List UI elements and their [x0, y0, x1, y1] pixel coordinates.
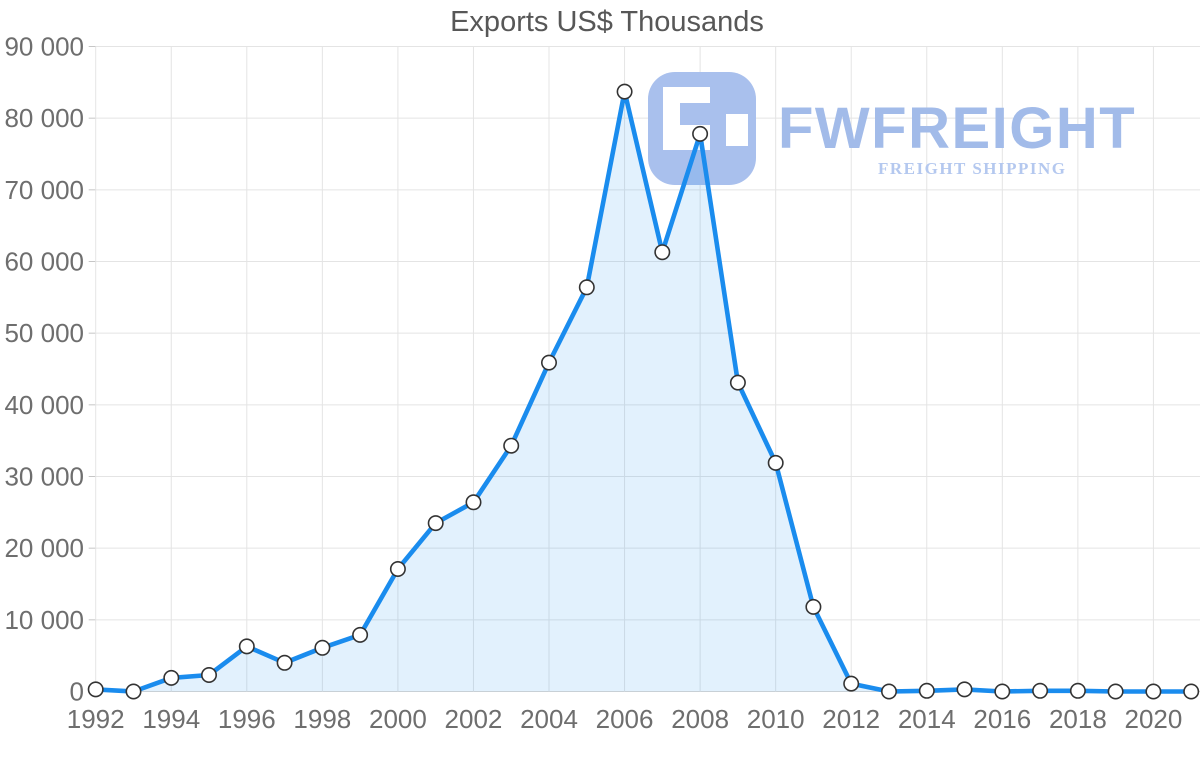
watermark-tagline-text: FREIGHT SHIPPING — [878, 159, 1067, 178]
data-point-2012[interactable] — [843, 675, 860, 692]
x-axis-label: 2006 — [596, 704, 654, 734]
x-axis-label: 2002 — [445, 704, 503, 734]
y-axis-label: 80 000 — [4, 103, 84, 133]
x-axis-label: 2010 — [747, 704, 805, 734]
data-point-1999[interactable] — [352, 626, 369, 643]
data-point-1992[interactable] — [87, 681, 104, 698]
data-point-2019[interactable] — [1107, 683, 1124, 700]
data-point-1996[interactable] — [238, 638, 255, 655]
data-point-2000[interactable] — [389, 560, 406, 577]
data-point-1995[interactable] — [201, 666, 218, 683]
x-axis-label: 1998 — [293, 704, 351, 734]
data-point-2014[interactable] — [918, 682, 935, 699]
x-axis-label: 2018 — [1049, 704, 1107, 734]
y-axis-label: 40 000 — [4, 390, 84, 420]
x-axis-label: 1996 — [218, 704, 276, 734]
data-point-2017[interactable] — [1032, 682, 1049, 699]
data-point-1998[interactable] — [314, 639, 331, 656]
series-area-fill — [95, 91, 1192, 692]
x-axis-label: 2020 — [1125, 704, 1183, 734]
data-point-2006[interactable] — [616, 83, 633, 100]
axis-labels: 0 10 000 20 000 30 000 40 000 50 000 60 000 70 … — [4, 32, 1182, 735]
y-axis-label: 90 000 — [4, 32, 84, 62]
data-point-1994[interactable] — [163, 669, 180, 686]
data-point-2001[interactable] — [427, 515, 444, 532]
data-point-2010[interactable] — [767, 454, 784, 471]
data-point-2003[interactable] — [503, 437, 520, 454]
y-axis-label: 30 000 — [4, 462, 84, 492]
y-axis-label: 20 000 — [4, 533, 84, 563]
x-axis-label: 1992 — [67, 704, 125, 734]
data-point-1997[interactable] — [276, 654, 293, 671]
x-axis-label: 2008 — [671, 704, 729, 734]
y-axis-label: 0 — [70, 677, 84, 707]
data-point-2013[interactable] — [880, 683, 897, 700]
data-point-1993[interactable] — [125, 683, 142, 700]
data-point-2005[interactable] — [578, 279, 595, 296]
exports-series — [87, 83, 1200, 700]
data-point-2018[interactable] — [1069, 682, 1086, 699]
x-axis-label: 2000 — [369, 704, 427, 734]
data-point-2007[interactable] — [654, 244, 671, 261]
x-axis-label: 2012 — [822, 704, 880, 734]
data-point-2021[interactable] — [1183, 683, 1200, 700]
x-axis-label: 2016 — [973, 704, 1031, 734]
watermark: FWFREIGHT FREIGHT SHIPPING — [648, 72, 1136, 185]
data-point-2020[interactable] — [1145, 683, 1162, 700]
data-point-2002[interactable] — [465, 494, 482, 511]
data-point-2016[interactable] — [994, 683, 1011, 700]
y-axis-label: 70 000 — [4, 175, 84, 205]
data-point-2004[interactable] — [540, 354, 557, 371]
y-axis-label: 50 000 — [4, 318, 84, 348]
x-axis-label: 2004 — [520, 704, 578, 734]
x-axis-label: 1994 — [142, 704, 200, 734]
watermark-brand-text: FWFREIGHT — [778, 96, 1136, 161]
data-point-2008[interactable] — [692, 125, 709, 142]
y-axis-label: 60 000 — [4, 247, 84, 277]
x-axis-label: 2014 — [898, 704, 956, 734]
chart-title: Exports US$ Thousands — [450, 6, 764, 38]
data-point-2009[interactable] — [729, 374, 746, 391]
y-axis-label: 10 000 — [4, 605, 84, 635]
data-point-2011[interactable] — [805, 598, 822, 615]
gridlines — [88, 46, 1200, 692]
data-point-2015[interactable] — [956, 681, 973, 698]
